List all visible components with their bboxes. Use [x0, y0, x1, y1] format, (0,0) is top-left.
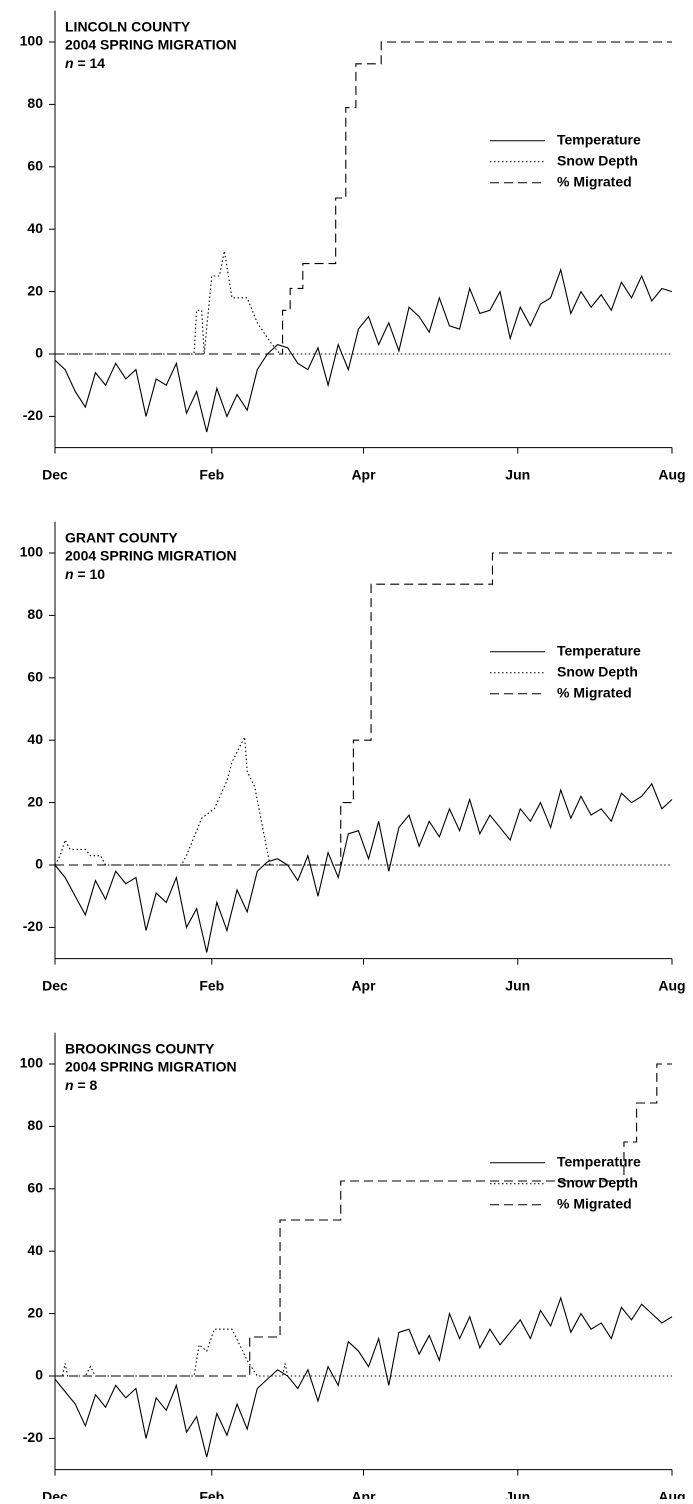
y-tick-label: 60 [27, 669, 43, 685]
x-tick-label: Feb [199, 1488, 224, 1499]
x-tick-label: Apr [351, 466, 376, 482]
y-tick-label: -20 [23, 918, 43, 934]
chart-title: BROOKINGS COUNTY [65, 1041, 215, 1057]
y-tick-label: 80 [27, 1117, 43, 1133]
x-tick-label: Apr [351, 1488, 376, 1499]
x-tick-label: Dec [42, 1488, 68, 1499]
annotation-symbol: n [65, 55, 74, 71]
series-line [55, 552, 672, 866]
annotation: n = 14 [65, 55, 105, 71]
y-tick-label: 0 [35, 345, 43, 361]
annotation-symbol: n [65, 1077, 74, 1093]
panel: -20 0 20 40 60 80 100 Dec Feb Apr Jun Aug LINCOLN CO… [20, 10, 686, 482]
series-line [55, 250, 672, 355]
y-tick-label: 40 [27, 1242, 43, 1258]
y-tick-label: 20 [27, 282, 43, 298]
panel: -20 0 20 40 60 80 100 Dec Feb Apr Jun Aug BROOKINGS … [20, 1032, 686, 1504]
annotation-rest: = 10 [74, 566, 106, 582]
panel: -20 0 20 40 60 80 100 Dec Feb Apr Jun Aug GRANT COUN… [20, 521, 686, 993]
legend-label: % Migrated [557, 174, 632, 190]
x-tick-label: Dec [42, 977, 68, 993]
chart-title: GRANT COUNTY [65, 530, 178, 546]
y-tick-label: 0 [35, 856, 43, 872]
legend-label: Snow Depth [557, 664, 638, 680]
x-tick-label: Aug [658, 1488, 685, 1499]
y-tick-label: 20 [27, 1304, 43, 1320]
legend-label: Temperature [557, 1154, 641, 1170]
annotation: n = 10 [65, 566, 105, 582]
y-tick-label: 0 [35, 1367, 43, 1383]
x-tick-label: Feb [199, 466, 224, 482]
series-line [54, 735, 672, 866]
x-tick-label: Apr [351, 977, 376, 993]
chart-subtitle: 2004 SPRING MIGRATION [65, 37, 237, 53]
legend-label: Snow Depth [557, 153, 638, 169]
legend-label: Temperature [557, 132, 641, 148]
y-tick-label: 100 [20, 33, 44, 49]
x-tick-label: Jun [505, 1488, 530, 1499]
legend-label: % Migrated [557, 685, 632, 701]
y-tick-label: 100 [20, 1055, 44, 1071]
x-tick-label: Dec [42, 466, 68, 482]
annotation: n = 8 [65, 1077, 98, 1093]
chart-subtitle: 2004 SPRING MIGRATION [65, 548, 237, 564]
annotation-rest: = 14 [74, 55, 106, 71]
x-tick-label: Jun [505, 466, 530, 482]
x-tick-label: Jun [505, 977, 530, 993]
y-tick-label: 80 [27, 95, 43, 111]
series-line [54, 782, 673, 953]
chart-title: LINCOLN COUNTY [65, 19, 191, 35]
series-line [55, 1063, 672, 1377]
series-line [54, 267, 673, 433]
annotation-symbol: n [65, 566, 74, 582]
y-tick-label: -20 [23, 1429, 43, 1445]
y-tick-label: 100 [20, 544, 44, 560]
y-tick-label: 80 [27, 606, 43, 622]
y-tick-label: -20 [23, 407, 43, 423]
series-line [55, 41, 672, 355]
y-tick-label: 20 [27, 793, 43, 809]
series-line [55, 1328, 672, 1377]
legend-label: Temperature [557, 643, 641, 659]
series-line [54, 1296, 673, 1458]
x-tick-label: Feb [199, 977, 224, 993]
x-tick-label: Aug [658, 466, 685, 482]
legend-label: Snow Depth [557, 1175, 638, 1191]
y-tick-label: 40 [27, 731, 43, 747]
annotation-rest: = 8 [74, 1077, 98, 1093]
x-tick-label: Aug [658, 977, 685, 993]
y-tick-label: 40 [27, 220, 43, 236]
y-tick-label: 60 [27, 158, 43, 174]
legend-label: % Migrated [557, 1196, 632, 1212]
chart-subtitle: 2004 SPRING MIGRATION [65, 1059, 237, 1075]
y-tick-label: 60 [27, 1180, 43, 1196]
